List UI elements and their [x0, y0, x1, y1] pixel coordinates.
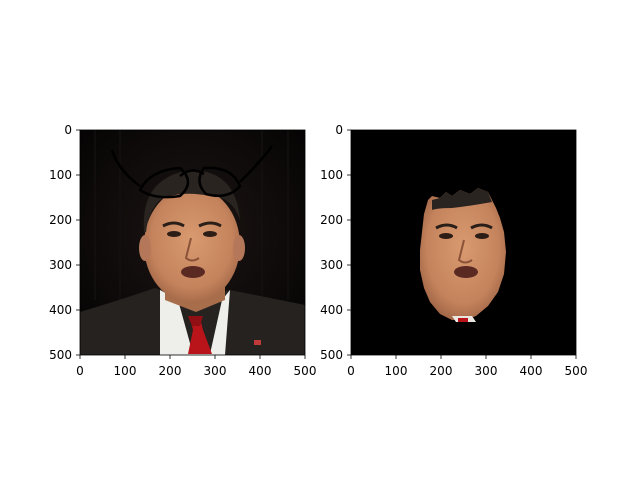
original-photo	[80, 130, 305, 355]
x-tick-label: 400	[520, 364, 543, 378]
y-tick-label: 400	[49, 303, 72, 317]
x-tick-label: 200	[430, 364, 453, 378]
y-tick-label: 300	[320, 258, 343, 272]
y-tick-label: 0	[335, 123, 343, 137]
x-tick-label: 500	[294, 364, 317, 378]
x-tick-label: 500	[565, 364, 588, 378]
x-tick-label: 300	[204, 364, 227, 378]
x-tick-label: 0	[347, 364, 355, 378]
y-tick-label: 200	[49, 213, 72, 227]
y-tick-label: 200	[320, 213, 343, 227]
x-axis: 0 100 200 300 400 500	[76, 355, 316, 378]
y-axis: 0 100 200 300 400 500	[49, 123, 80, 362]
segmented-face-panel: 0 100 200 300 400 500 0 100 200 300 400 …	[320, 123, 587, 378]
axes-frame	[350, 129, 577, 356]
y-tick-label: 300	[49, 258, 72, 272]
x-tick-label: 400	[249, 364, 272, 378]
segmented-face-image	[351, 130, 576, 355]
x-tick-label: 0	[76, 364, 84, 378]
x-tick-label: 100	[114, 364, 137, 378]
y-tick-label: 400	[320, 303, 343, 317]
y-tick-label: 100	[320, 168, 343, 182]
axes-frame	[79, 129, 306, 356]
x-tick-label: 100	[385, 364, 408, 378]
y-tick-label: 100	[49, 168, 72, 182]
x-axis: 0 100 200 300 400 500	[347, 355, 587, 378]
original-image-panel: 0 100 200 300 400 500 0 100 200 300 400 …	[49, 123, 316, 378]
y-tick-label: 500	[320, 348, 343, 362]
x-tick-label: 300	[475, 364, 498, 378]
x-tick-label: 200	[159, 364, 182, 378]
y-tick-label: 0	[64, 123, 72, 137]
y-axis: 0 100 200 300 400 500	[320, 123, 351, 362]
y-tick-label: 500	[49, 348, 72, 362]
